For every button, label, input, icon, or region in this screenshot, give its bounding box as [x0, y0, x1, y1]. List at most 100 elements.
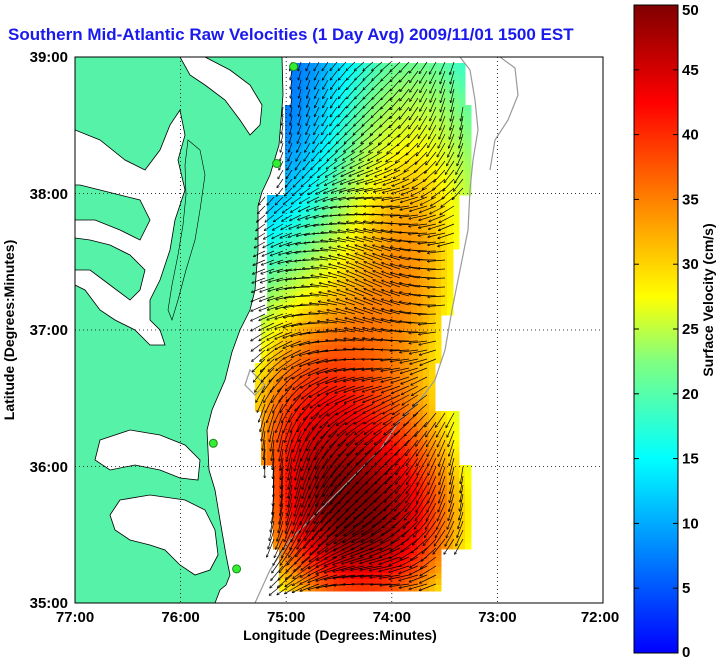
velocity-cell [375, 585, 382, 592]
velocity-cell [261, 441, 268, 448]
velocity-cell [357, 117, 364, 124]
velocity-cell [345, 483, 352, 490]
velocity-cell [297, 171, 304, 178]
velocity-cell [285, 315, 292, 322]
velocity-cell [375, 159, 382, 166]
velocity-arrow [293, 178, 302, 187]
velocity-cell [363, 345, 370, 352]
velocity-cell [441, 63, 448, 70]
velocity-cell [339, 231, 346, 238]
velocity-cell [309, 81, 316, 88]
velocity-cell [273, 441, 280, 448]
velocity-arrow [268, 286, 284, 291]
velocity-cell [381, 405, 388, 412]
velocity-cell [441, 129, 448, 136]
velocity-cell [369, 477, 376, 484]
velocity-cell [339, 159, 346, 166]
velocity-arrow [377, 142, 392, 153]
velocity-arrow [419, 61, 428, 74]
velocity-cell [285, 237, 292, 244]
velocity-cell [375, 315, 382, 322]
velocity-cell [465, 135, 472, 142]
velocity-cell [291, 237, 298, 244]
velocity-arrow [363, 79, 374, 90]
velocity-cell [351, 375, 358, 382]
velocity-cell [381, 159, 388, 166]
velocity-cell [327, 117, 334, 124]
velocity-arrow [352, 133, 365, 144]
velocity-cell [357, 399, 364, 406]
velocity-cell [291, 93, 298, 100]
velocity-cell [393, 543, 400, 550]
velocity-cell [363, 297, 370, 304]
velocity-cell [291, 363, 298, 370]
velocity-cell [279, 519, 286, 526]
velocity-cell [279, 381, 286, 388]
velocity-cell [399, 69, 406, 76]
velocity-cell [309, 249, 316, 256]
velocity-arrow [420, 70, 428, 83]
velocity-cell [399, 465, 406, 472]
velocity-cell [357, 351, 364, 358]
velocity-cell [333, 285, 340, 292]
velocity-cell [303, 333, 310, 340]
velocity-cell [399, 393, 406, 400]
velocity-cell [327, 225, 334, 232]
velocity-cell [333, 471, 340, 478]
velocity-cell [441, 543, 448, 550]
velocity-cell [417, 525, 424, 532]
velocity-cell [459, 99, 466, 106]
velocity-cell [351, 231, 358, 238]
velocity-cell [351, 99, 358, 106]
velocity-cell [333, 99, 340, 106]
velocity-arrow [357, 178, 374, 184]
velocity-cell [375, 333, 382, 340]
velocity-cell [429, 345, 436, 352]
velocity-cell [423, 297, 430, 304]
velocity-cell [345, 363, 352, 370]
velocity-arrow [276, 187, 284, 196]
velocity-cell [309, 579, 316, 586]
velocity-arrow [410, 70, 419, 83]
velocity-cell [363, 75, 370, 82]
velocity-cell [411, 141, 418, 148]
velocity-cell [303, 345, 310, 352]
velocity-cell [363, 435, 370, 442]
velocity-cell [273, 333, 280, 340]
velocity-cell [423, 573, 430, 580]
velocity-cell [303, 183, 310, 190]
velocity-cell [393, 507, 400, 514]
velocity-cell [357, 549, 364, 556]
velocity-arrow [291, 205, 302, 212]
velocity-cell [363, 291, 370, 298]
velocity-arrow [373, 262, 392, 270]
velocity-arrow [312, 142, 320, 152]
velocity-cell [435, 513, 442, 520]
velocity-cell [333, 219, 340, 226]
velocity-cell [273, 423, 280, 430]
velocity-arrow [346, 245, 365, 252]
velocity-cell [393, 201, 400, 208]
velocity-cell [435, 447, 442, 454]
velocity-cell [321, 399, 328, 406]
velocity-cell [435, 135, 442, 142]
velocity-cell [447, 423, 454, 430]
velocity-cell [363, 177, 370, 184]
velocity-arrow [363, 97, 374, 108]
velocity-cell [465, 495, 472, 502]
velocity-cell [405, 243, 412, 250]
velocity-arrow [364, 279, 383, 288]
velocity-cell [279, 297, 286, 304]
velocity-cell [339, 483, 346, 490]
velocity-cell [417, 153, 424, 160]
velocity-cell [429, 477, 436, 484]
velocity-cell [303, 471, 310, 478]
velocity-cell [351, 501, 358, 508]
velocity-cell [369, 69, 376, 76]
velocity-arrow [355, 289, 374, 297]
velocity-cell [357, 249, 364, 256]
velocity-cell [459, 105, 466, 112]
velocity-arrow [449, 133, 455, 148]
velocity-cell [345, 501, 352, 508]
velocity-cell [375, 231, 382, 238]
